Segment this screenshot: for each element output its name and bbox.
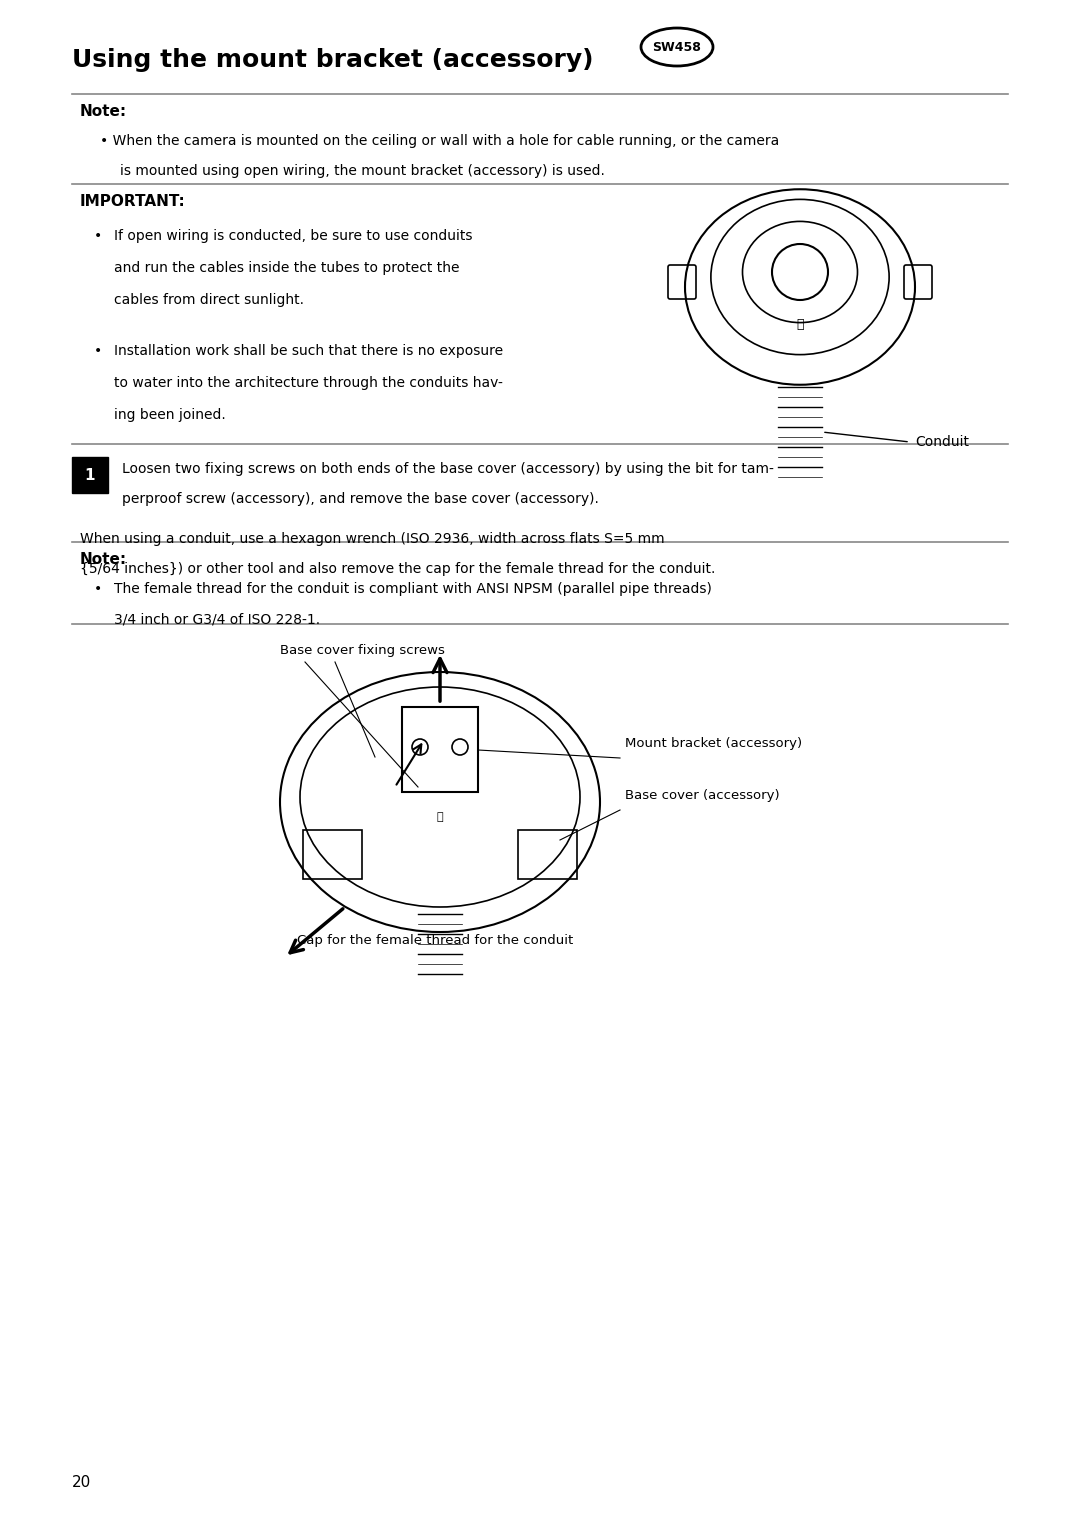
- Text: Mount bracket (accessory): Mount bracket (accessory): [625, 737, 802, 751]
- Text: Base cover (accessory): Base cover (accessory): [625, 789, 780, 801]
- Text: •: •: [94, 582, 103, 596]
- Text: ⚿: ⚿: [796, 317, 804, 331]
- Text: When using a conduit, use a hexagon wrench (ISO 2936, width across flats S=5 mm: When using a conduit, use a hexagon wren…: [80, 532, 664, 545]
- Text: SW458: SW458: [652, 40, 701, 54]
- FancyBboxPatch shape: [72, 457, 108, 493]
- Text: ⚿: ⚿: [436, 812, 443, 823]
- Text: 1: 1: [84, 467, 95, 483]
- Text: Note:: Note:: [80, 552, 127, 567]
- Text: perproof screw (accessory), and remove the base cover (accessory).: perproof screw (accessory), and remove t…: [122, 492, 599, 506]
- Text: Using the mount bracket (accessory): Using the mount bracket (accessory): [72, 47, 594, 72]
- Text: Installation work shall be such that there is no exposure: Installation work shall be such that the…: [114, 345, 503, 358]
- Text: • When the camera is mounted on the ceiling or wall with a hole for cable runnin: • When the camera is mounted on the ceil…: [100, 133, 780, 149]
- Text: If open wiring is conducted, be sure to use conduits: If open wiring is conducted, be sure to …: [114, 228, 473, 244]
- Text: •: •: [94, 228, 103, 244]
- Text: The female thread for the conduit is compliant with ANSI NPSM (parallel pipe thr: The female thread for the conduit is com…: [114, 582, 712, 596]
- Text: •: •: [94, 345, 103, 358]
- Text: and run the cables inside the tubes to protect the: and run the cables inside the tubes to p…: [114, 260, 459, 276]
- Text: Loosen two fixing screws on both ends of the base cover (accessory) by using the: Loosen two fixing screws on both ends of…: [122, 463, 774, 476]
- Text: 3/4 inch or G3/4 of ISO 228-1.: 3/4 inch or G3/4 of ISO 228-1.: [114, 611, 320, 627]
- Text: Base cover fixing screws: Base cover fixing screws: [280, 643, 445, 657]
- Text: to water into the architecture through the conduits hav-: to water into the architecture through t…: [114, 375, 503, 391]
- Text: Note:: Note:: [80, 104, 127, 119]
- Text: 20: 20: [72, 1475, 91, 1491]
- Text: IMPORTANT:: IMPORTANT:: [80, 195, 186, 208]
- Text: {5/64 inches}) or other tool and also remove the cap for the female thread for t: {5/64 inches}) or other tool and also re…: [80, 562, 715, 576]
- Text: cables from direct sunlight.: cables from direct sunlight.: [114, 293, 303, 306]
- Text: ing been joined.: ing been joined.: [114, 408, 226, 421]
- Text: is mounted using open wiring, the mount bracket (accessory) is used.: is mounted using open wiring, the mount …: [120, 164, 605, 178]
- Text: Conduit: Conduit: [915, 435, 969, 449]
- Text: Cap for the female thread for the conduit: Cap for the female thread for the condui…: [297, 935, 573, 947]
